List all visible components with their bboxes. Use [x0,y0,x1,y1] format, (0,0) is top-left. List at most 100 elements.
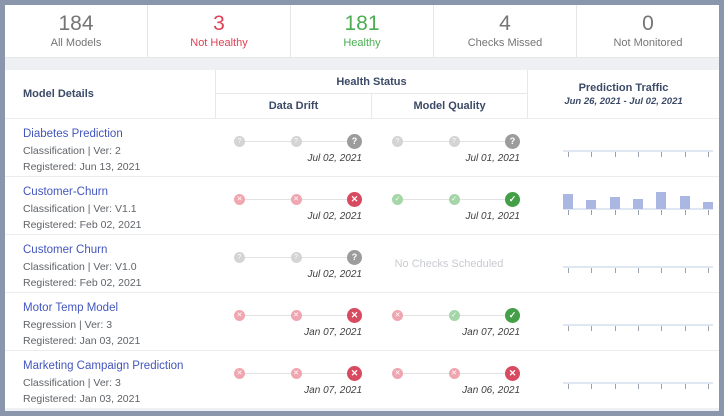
traffic-sparkline [563,304,713,340]
status-dot-fail-icon[interactable]: ✕ [347,307,362,323]
status-dot-fail-icon[interactable]: ✕ [392,309,403,321]
traffic-tick [614,209,616,215]
column-header-model-details: Model Details [23,88,94,100]
model-name-link[interactable]: Motor Temp Model [23,302,119,314]
model-name-link[interactable]: Customer-Churn [23,186,108,198]
data-drift-status-track[interactable]: ??? [234,249,362,265]
status-dot-pass-icon[interactable]: ✓ [448,309,460,321]
status-dot-fail-icon[interactable]: ✕ [234,367,245,379]
stat-card-not-healthy[interactable]: 3 Not Healthy [147,5,290,57]
status-connector [245,372,291,374]
status-dot-fail-icon[interactable]: ✕ [347,191,362,207]
traffic-tick [568,209,569,215]
traffic-tick [684,383,686,389]
prediction-traffic-cell [528,293,719,350]
model-registered-date: Registered: Jan 03, 2021 [23,393,141,405]
model-quality-status-track[interactable]: ??? [392,133,520,149]
status-dot-pass-icon[interactable]: ✓ [392,193,403,205]
model-type-version: Regression | Ver: 3 [23,319,113,331]
table-row: Customer-Churn Classification | Ver: V1.1… [5,176,719,234]
status-dot-unknown-icon[interactable]: ? [392,135,403,147]
table-header-row: Model Details Health Status Data Drift M… [5,70,719,118]
model-details-cell: Diabetes Prediction Classification | Ver:… [5,119,215,176]
status-connector [245,140,291,142]
stat-card-healthy[interactable]: 181 Healthy [290,5,433,57]
status-dot-pass-icon[interactable]: ✓ [505,307,520,323]
status-dot-unknown-icon[interactable]: ? [290,251,302,263]
traffic-tick [637,267,639,273]
traffic-bar [609,196,620,209]
model-type-version: Classification | Ver: 3 [23,377,121,389]
traffic-tick [707,151,709,157]
stat-card-checks-missed[interactable]: 4 Checks Missed [433,5,576,57]
stat-value: 181 [344,12,380,35]
status-dot-fail-icon[interactable]: ✕ [290,309,302,321]
traffic-tick [684,325,686,331]
stat-card-not-monitored[interactable]: 0 Not Monitored [576,5,719,57]
status-dot-pass-icon[interactable]: ✓ [448,193,460,205]
traffic-tick [614,267,616,273]
data-drift-status-track[interactable]: ✕ ✕ ✕ [234,191,362,207]
stat-value: 184 [58,12,94,35]
status-dot-fail-icon[interactable]: ✕ [392,367,403,379]
table-row: Customer Churn Classification | Ver: V1.0… [5,234,719,292]
stat-value: 0 [642,12,654,35]
status-dot-fail-icon[interactable]: ✕ [290,193,302,205]
status-connector [459,372,505,374]
status-dot-unknown-icon[interactable]: ? [448,135,460,147]
column-header-health-status: Health Status [216,70,527,94]
status-dot-fail-icon[interactable]: ✕ [505,365,520,381]
model-quality-status-track[interactable]: ✓ ✓ ✓ [392,191,520,207]
traffic-tick [637,325,639,331]
model-quality-check-date: Jan 06, 2021 [462,384,520,396]
status-dot-fail-icon[interactable]: ✕ [290,367,302,379]
status-connector [403,372,449,374]
data-drift-status-cell: ✕ ✕ ✕ Jan 07, 2021 [215,293,370,350]
data-drift-status-track[interactable]: ✕ ✕ ✕ [234,365,362,381]
column-header-model-quality: Model Quality [371,94,527,118]
status-dot-unknown-icon[interactable]: ? [234,135,245,147]
status-dot-unknown-icon[interactable]: ? [234,251,245,263]
model-quality-status-cell: ✓ ✓ ✓ Jul 01, 2021 [370,177,528,234]
prediction-traffic-cell [528,119,719,176]
traffic-tick [661,267,663,273]
status-connector [301,198,347,200]
no-checks-scheduled-label: No Checks Scheduled [394,257,504,270]
model-name-link[interactable]: Marketing Campaign Prediction [23,360,184,372]
status-connector [301,256,347,258]
model-details-cell: Motor Temp Model Regression | Ver: 3 Regis… [5,293,215,350]
traffic-tick [684,209,686,215]
model-registered-date: Registered: Feb 02, 2021 [23,277,142,289]
model-quality-check-date: Jul 01, 2021 [465,210,521,222]
table-row: Motor Temp Model Regression | Ver: 3 Regis… [5,292,719,350]
status-dot-fail-icon[interactable]: ✕ [448,367,460,379]
status-dot-pass-icon[interactable]: ✓ [505,191,520,207]
status-dot-fail-icon[interactable]: ✕ [234,193,245,205]
traffic-tick [661,151,663,157]
stat-label: All Models [50,37,102,49]
traffic-tick [591,267,593,273]
status-dot-unknown-icon[interactable]: ? [505,133,520,149]
data-drift-status-track[interactable]: ??? [234,133,362,149]
traffic-tick [614,325,616,331]
data-drift-status-track[interactable]: ✕ ✕ ✕ [234,307,362,323]
status-dot-fail-icon[interactable]: ✕ [234,309,245,321]
model-quality-status-track[interactable]: ✕ ✕ ✕ [392,365,520,381]
model-registered-date: Registered: Jan 03, 2021 [23,335,141,347]
status-dot-unknown-icon[interactable]: ? [290,135,302,147]
model-type-version: Classification | Ver: 2 [23,145,121,157]
stat-label: Healthy [343,37,381,49]
traffic-tick [661,325,663,331]
status-dot-fail-icon[interactable]: ✕ [347,365,362,381]
model-name-link[interactable]: Diabetes Prediction [23,128,123,140]
status-dot-unknown-icon[interactable]: ? [347,133,362,149]
data-drift-check-date: Jul 02, 2021 [307,210,363,222]
traffic-tick [591,383,593,389]
status-connector [403,198,449,200]
model-name-link[interactable]: Customer Churn [23,244,108,256]
stat-card-all-models[interactable]: 184 All Models [5,5,147,57]
data-drift-check-date: Jul 02, 2021 [307,268,363,280]
model-quality-status-track[interactable]: ✕ ✓ ✓ [392,307,520,323]
status-dot-unknown-icon[interactable]: ? [347,249,362,265]
